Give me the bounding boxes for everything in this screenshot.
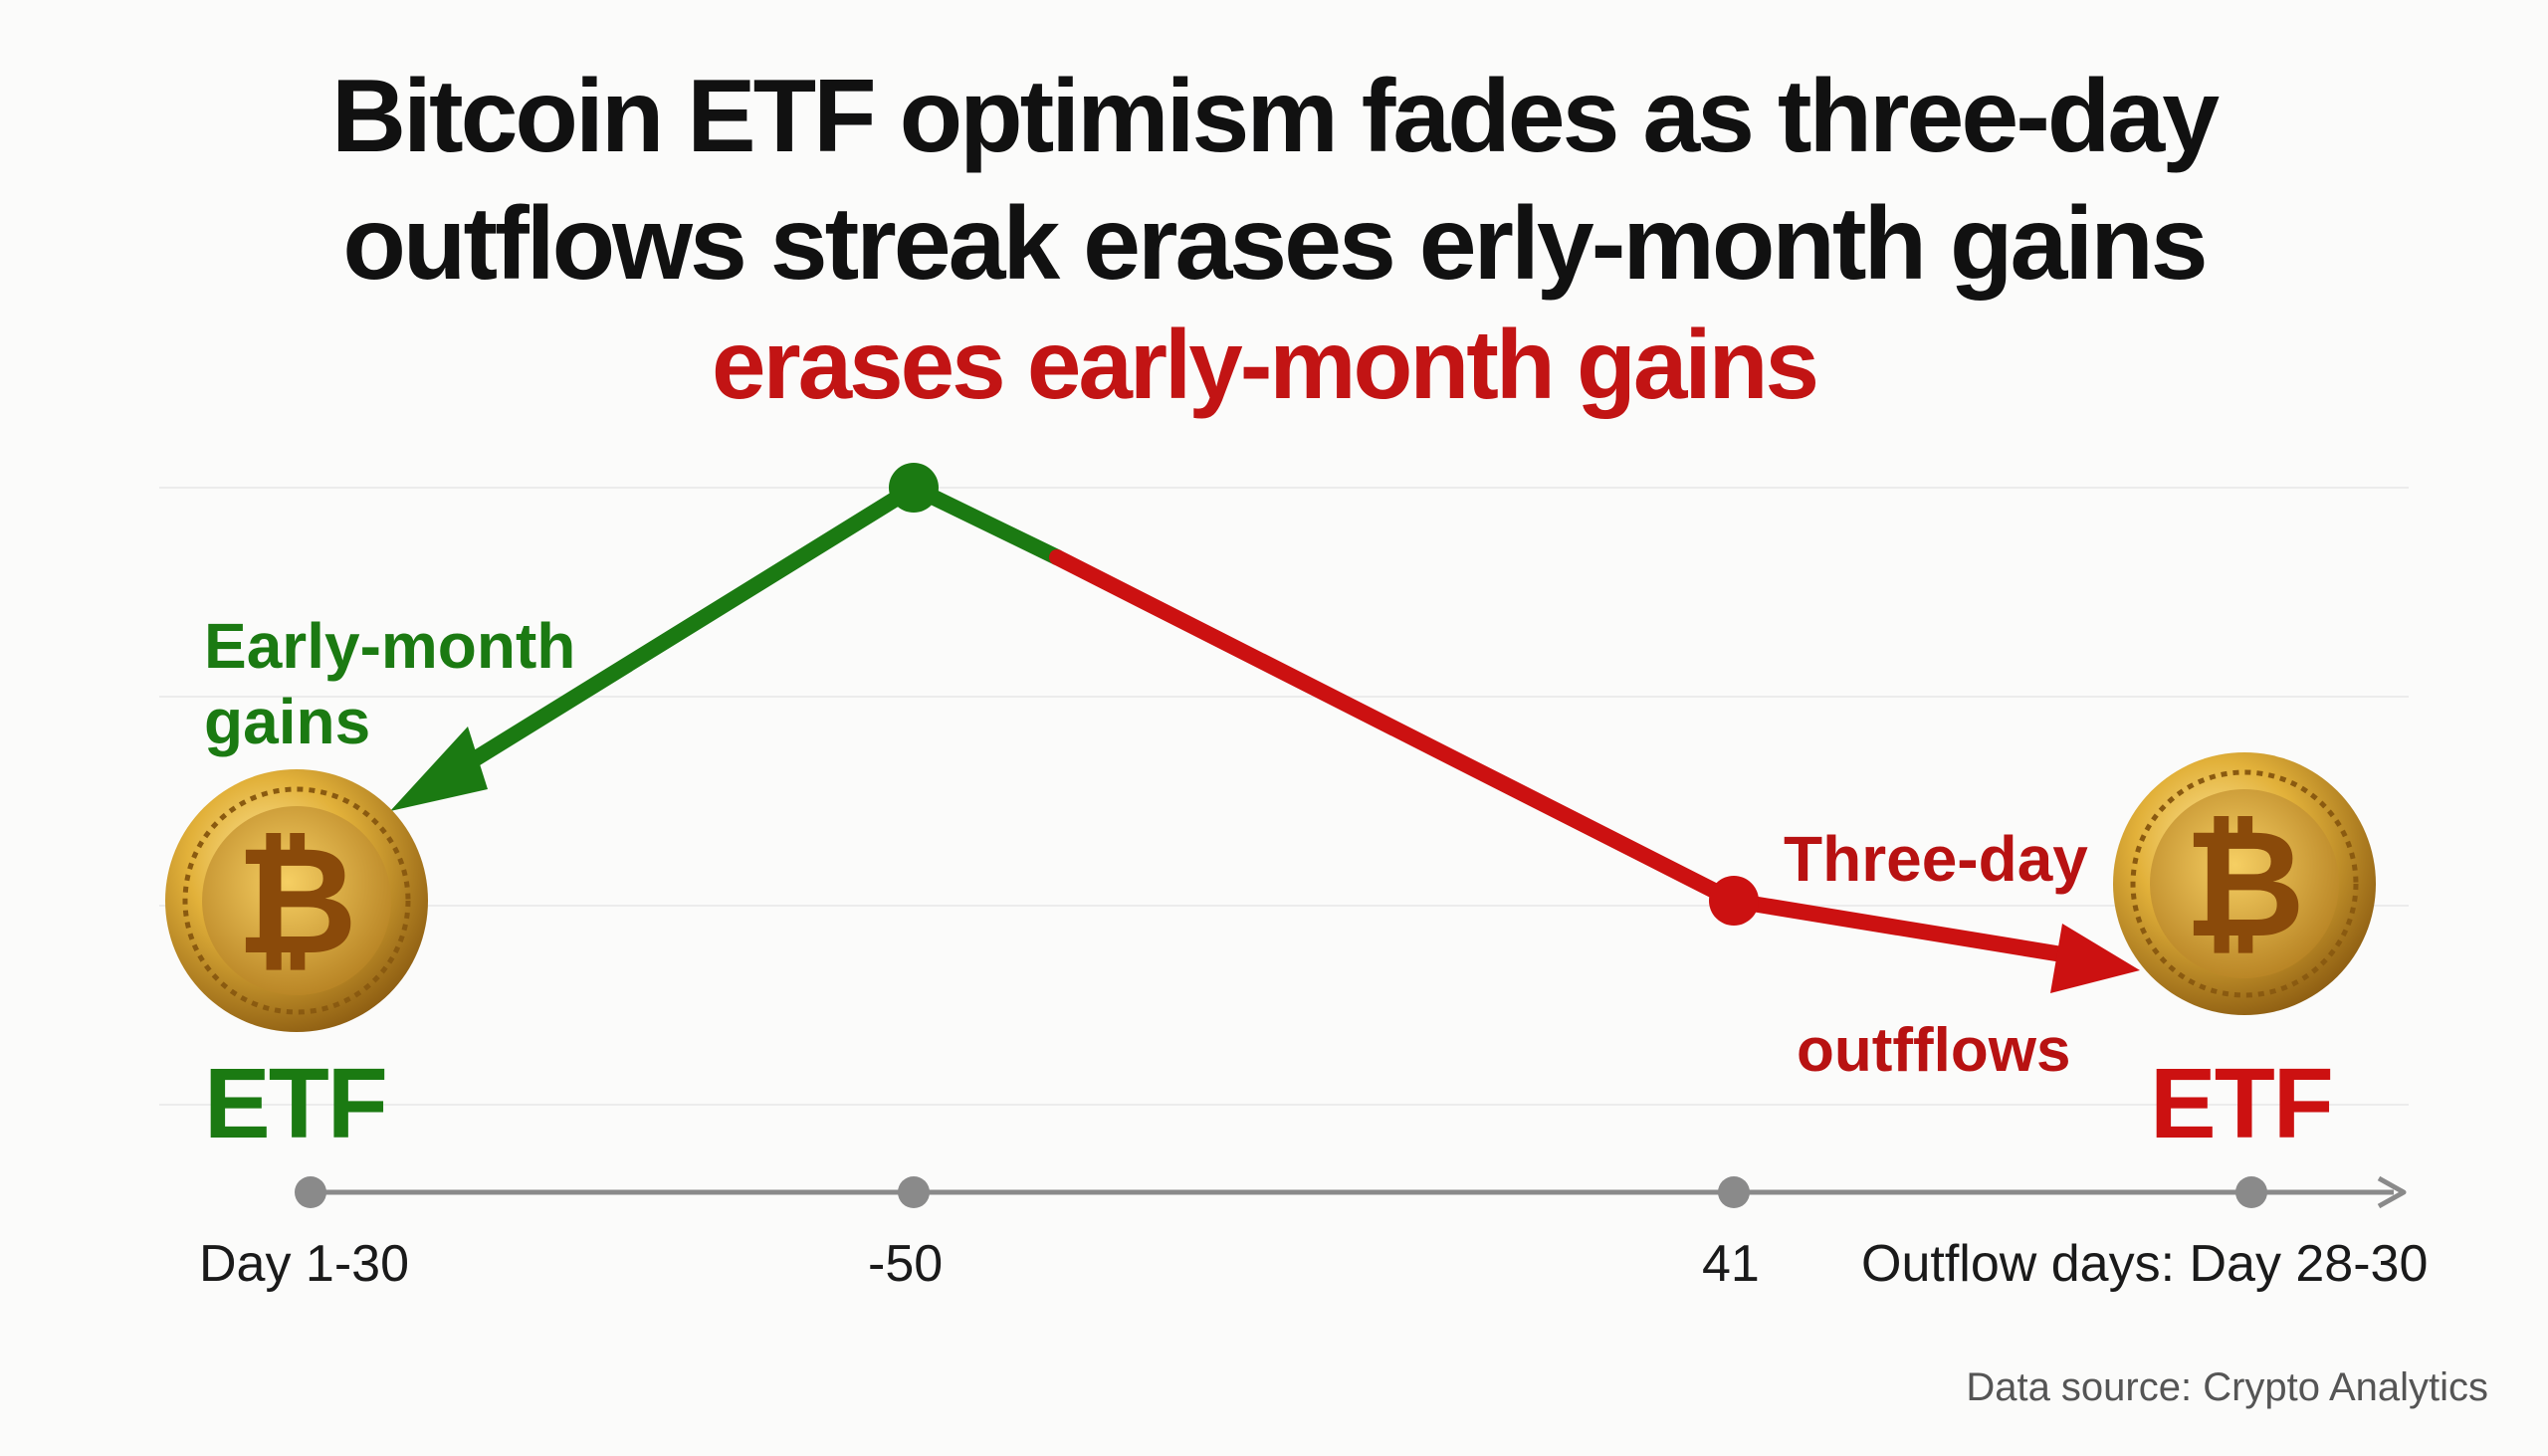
gridlines — [159, 487, 2409, 1106]
series-line — [390, 463, 2140, 993]
x-tick-2 — [898, 1176, 930, 1208]
bitcoin-coin-icon: ₿ — [2113, 752, 2376, 1015]
bitcoin-coin-icon: ₿ — [165, 769, 428, 1032]
peak-green-segment — [906, 480, 1065, 565]
x-tick-label: -50 — [868, 1235, 944, 1293]
x-tick-label: Outflow days: Day 28-30 — [1861, 1235, 2429, 1293]
right-etf-badge: ETF — [2150, 1048, 2334, 1159]
svg-text:₿: ₿ — [236, 815, 357, 988]
x-axis-arrowhead — [2377, 1175, 2407, 1209]
svg-text:₿: ₿ — [2184, 798, 2305, 971]
outflow-segment — [1726, 893, 2088, 965]
outflow-label-line2: outfflows — [1797, 1016, 2071, 1085]
chart-title: Bitcoin ETF optimism fades as three-day — [330, 59, 2220, 174]
gain-arrowhead — [390, 727, 488, 811]
x-tick-1 — [295, 1176, 326, 1208]
left-etf-badge: ETF — [204, 1048, 388, 1159]
gain-label-line1: Early-month — [204, 610, 576, 682]
chart-subtitle: erases early-month gains — [712, 310, 1819, 419]
x-tick-label: Day 1-30 — [199, 1235, 409, 1293]
x-tick-label: 41 — [1702, 1235, 1760, 1293]
chart-title-line2: outflows streak erases erly-month gains — [342, 186, 2208, 302]
gain-segment — [410, 480, 922, 802]
x-tick-4 — [2235, 1176, 2267, 1208]
decline-segment — [1049, 549, 1742, 909]
outflow-arrowhead — [2050, 924, 2140, 993]
peak-point — [889, 463, 939, 513]
x-tick-3 — [1718, 1176, 1750, 1208]
x-axis — [295, 1175, 2407, 1209]
outflow-start-point — [1709, 876, 1759, 926]
outflow-label-line1: Three-day — [1784, 823, 2088, 895]
gain-label-line2: gains — [204, 686, 371, 757]
data-source: Data source: Crypto Analytics — [1966, 1365, 2488, 1409]
